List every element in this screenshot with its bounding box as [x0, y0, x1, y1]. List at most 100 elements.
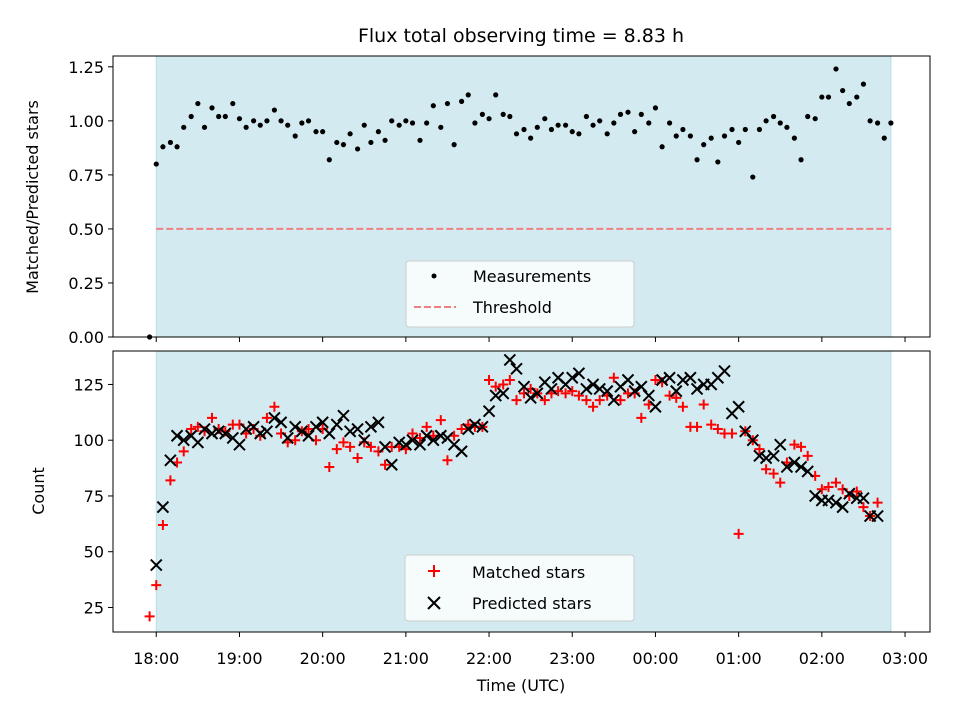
counts-y-tick-label: 50: [84, 543, 104, 562]
matched-star-point: [706, 419, 717, 430]
matched-star-point: [186, 424, 197, 435]
matched-star-point: [775, 477, 786, 488]
matched-star-point: [789, 439, 800, 450]
matched-star-point: [726, 428, 737, 439]
predicted-star-point: [780, 460, 794, 474]
matched-star-point: [442, 455, 453, 466]
measurement-point: [542, 116, 548, 122]
x-axis-label: Time (UTC): [476, 676, 565, 695]
measurement-point: [881, 135, 887, 141]
predicted-star-point: [260, 425, 274, 438]
measurement-point: [389, 118, 395, 124]
matched-star-point: [858, 502, 869, 513]
predicted-star-point: [330, 418, 344, 431]
measurement-point: [160, 144, 166, 150]
predicted-star-point: [392, 436, 406, 449]
matched-star-point: [504, 374, 515, 385]
measurement-point: [784, 124, 790, 130]
measurement-point: [867, 118, 873, 124]
measurement-point: [625, 109, 631, 115]
measurement-point: [805, 113, 811, 120]
predicted-star-point: [295, 425, 309, 438]
measurement-point: [236, 116, 243, 122]
ratio-plot-frame: [112, 55, 931, 338]
measurement-point: [264, 118, 270, 124]
predicted-star-point: [593, 382, 606, 396]
measurement-point: [230, 100, 236, 107]
counts-y-axis: 25 50 75 100 125: [73, 375, 113, 617]
counts-y-tick-label: 125: [73, 375, 104, 394]
predicted-star-point: [385, 458, 398, 471]
measurement-point: [652, 105, 659, 111]
measurement-point: [382, 137, 388, 143]
predicted-star-point: [198, 422, 211, 436]
measurement-point: [583, 113, 589, 120]
predicted-star-point: [343, 425, 357, 438]
matched-star-point: [365, 441, 376, 452]
ratio-y-tick-label: 1.25: [68, 58, 104, 77]
predicted-star-point: [496, 387, 510, 400]
predicted-star-point: [503, 353, 517, 367]
measurement-point: [444, 100, 451, 107]
measurement-point: [715, 159, 721, 165]
counts-legend: Matched stars Predicted stars: [404, 554, 635, 622]
predicted-star-point: [268, 411, 281, 425]
measurement-point: [569, 129, 575, 135]
counts-y-tick-label: 75: [84, 487, 104, 506]
measurement-point: [777, 120, 783, 126]
matched-star-point: [338, 437, 349, 448]
predicted-star-point: [670, 384, 683, 398]
ratio-marks: [147, 66, 894, 340]
measurement-point: [368, 139, 374, 146]
measurement-point: [292, 133, 298, 139]
matched-star-point: [144, 611, 155, 622]
measurement-point: [438, 124, 444, 130]
measurement-point: [729, 126, 735, 133]
measurement-point: [742, 126, 748, 133]
predicted-star-point: [774, 438, 787, 451]
predicted-star-point: [794, 460, 808, 474]
matched-star-point: [608, 372, 619, 383]
measurement-point: [299, 120, 305, 126]
measurement-point: [271, 107, 278, 113]
measurement-point: [819, 94, 825, 100]
x-tick-label: 02:00: [799, 649, 845, 668]
predicted-star-point: [676, 373, 690, 387]
matched-star-point: [567, 386, 578, 397]
ratio-y-axis-label: Matched/Predicted stars: [23, 100, 42, 294]
counts-y-tick-label: 25: [84, 598, 104, 617]
ratio-legend: Measurements Threshold: [405, 260, 635, 328]
matched-star-point: [407, 428, 418, 439]
predicted-star-point: [524, 391, 537, 405]
matched-star-point: [178, 446, 189, 457]
measurement-point: [195, 100, 201, 107]
predicted-star-point: [462, 422, 475, 436]
measurement-point: [694, 157, 700, 163]
measurement-point: [763, 118, 769, 124]
measurement-point: [604, 131, 610, 137]
measurement-point: [313, 129, 319, 135]
predicted-star-point: [801, 465, 814, 478]
predicted-star-point: [399, 438, 413, 451]
predicted-star-point: [621, 373, 635, 387]
predicted-star-point: [566, 371, 579, 384]
measurement-point: [243, 124, 249, 130]
predicted-star-point: [871, 509, 884, 523]
counts-marks: [144, 353, 884, 622]
matched-star-point: [594, 395, 605, 406]
matched-star-point: [151, 580, 162, 591]
predicted-star-point: [510, 362, 523, 376]
measurement-point: [347, 131, 353, 137]
measurement-point: [305, 118, 312, 124]
measurement-point: [188, 113, 194, 120]
predicted-star-point: [843, 487, 856, 500]
x-tick-label: 00:00: [632, 649, 678, 668]
predicted-star-point: [607, 393, 621, 407]
predicted-star-point: [177, 433, 190, 447]
measurement-point: [181, 124, 187, 130]
predicted-star-point: [808, 489, 822, 503]
x-tick-label: 23:00: [549, 649, 595, 668]
predicted-star-point: [455, 445, 468, 458]
measurement-point: [833, 66, 839, 72]
legend-threshold-label: Threshold: [472, 298, 552, 317]
